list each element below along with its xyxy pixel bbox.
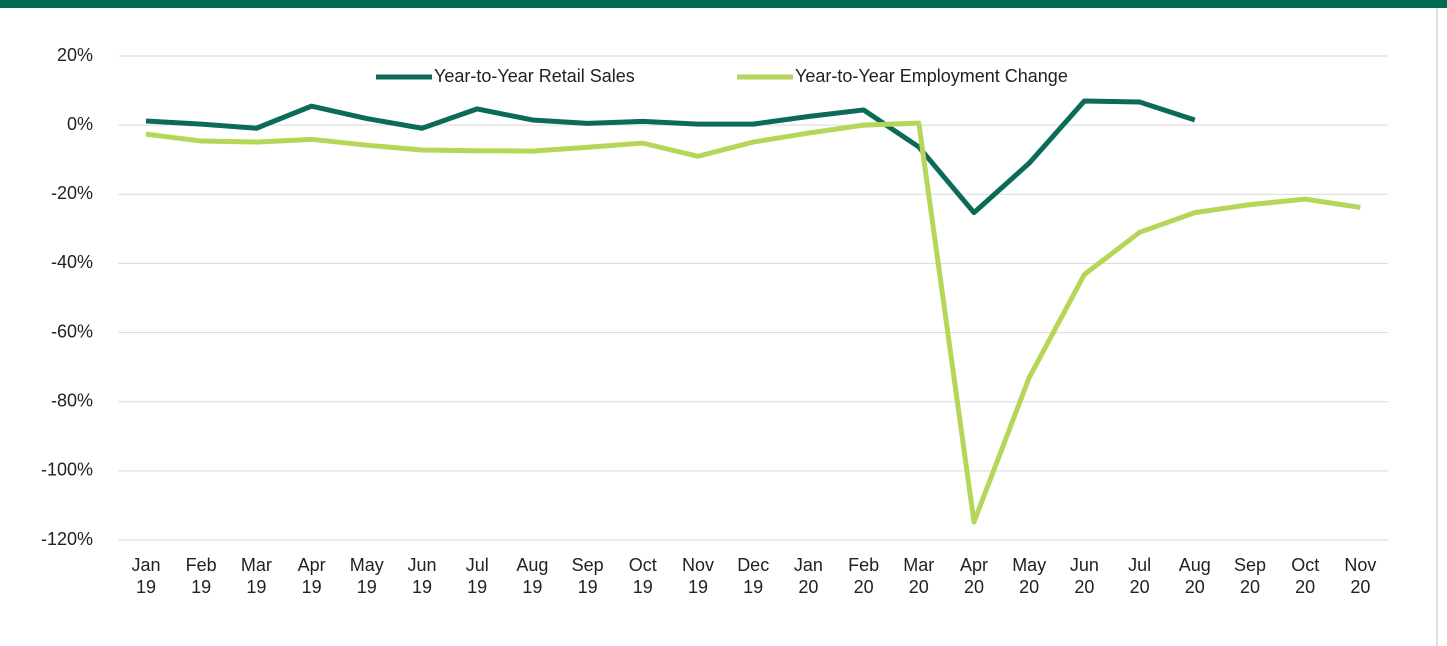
y-tick-label: -20% — [51, 183, 93, 203]
x-tick-label: Aug 19 — [516, 555, 548, 597]
x-tick-label: Nov 20 — [1344, 555, 1376, 597]
x-tick-label: Apr 20 — [960, 555, 988, 597]
x-tick-label: Oct 19 — [629, 555, 657, 597]
x-tick-label: May 19 — [350, 555, 384, 597]
x-tick-label: Jul 19 — [466, 555, 489, 597]
x-tick-label: Oct 20 — [1291, 555, 1319, 597]
x-tick-label: Jun 20 — [1070, 555, 1099, 597]
x-tick-label: Aug 20 — [1179, 555, 1211, 597]
x-tick-label: Mar 19 — [241, 555, 272, 597]
y-tick-label: -120% — [41, 529, 93, 549]
x-tick-label: Feb 19 — [186, 555, 217, 597]
x-tick-label: Feb 20 — [848, 555, 879, 597]
x-tick-label: Jan 19 — [131, 555, 160, 597]
top-bar — [0, 0, 1447, 8]
y-tick-label: 0% — [67, 114, 93, 134]
y-tick-label: -40% — [51, 252, 93, 272]
legend-label: Year-to-Year Employment Change — [795, 66, 1068, 86]
series-line — [145, 98, 1196, 216]
x-tick-label: Sep 19 — [572, 555, 604, 597]
legend-label: Year-to-Year Retail Sales — [434, 66, 635, 86]
y-tick-label: 20% — [57, 45, 93, 65]
y-tick-label: -60% — [51, 321, 93, 341]
y-tick-label: -80% — [51, 390, 93, 410]
y-tick-label: -100% — [41, 460, 93, 480]
x-tick-label: May 20 — [1012, 555, 1046, 597]
x-tick-label: Jul 20 — [1128, 555, 1151, 597]
x-tick-label: Mar 20 — [903, 555, 934, 597]
x-tick-label: Jan 20 — [794, 555, 823, 597]
x-tick-label: Dec 19 — [737, 555, 769, 597]
series-line — [145, 120, 1361, 525]
x-tick-label: Jun 19 — [407, 555, 436, 597]
x-tick-label: Apr 19 — [298, 555, 326, 597]
x-tick-label: Sep 20 — [1234, 555, 1266, 597]
x-tick-label: Nov 19 — [682, 555, 714, 597]
